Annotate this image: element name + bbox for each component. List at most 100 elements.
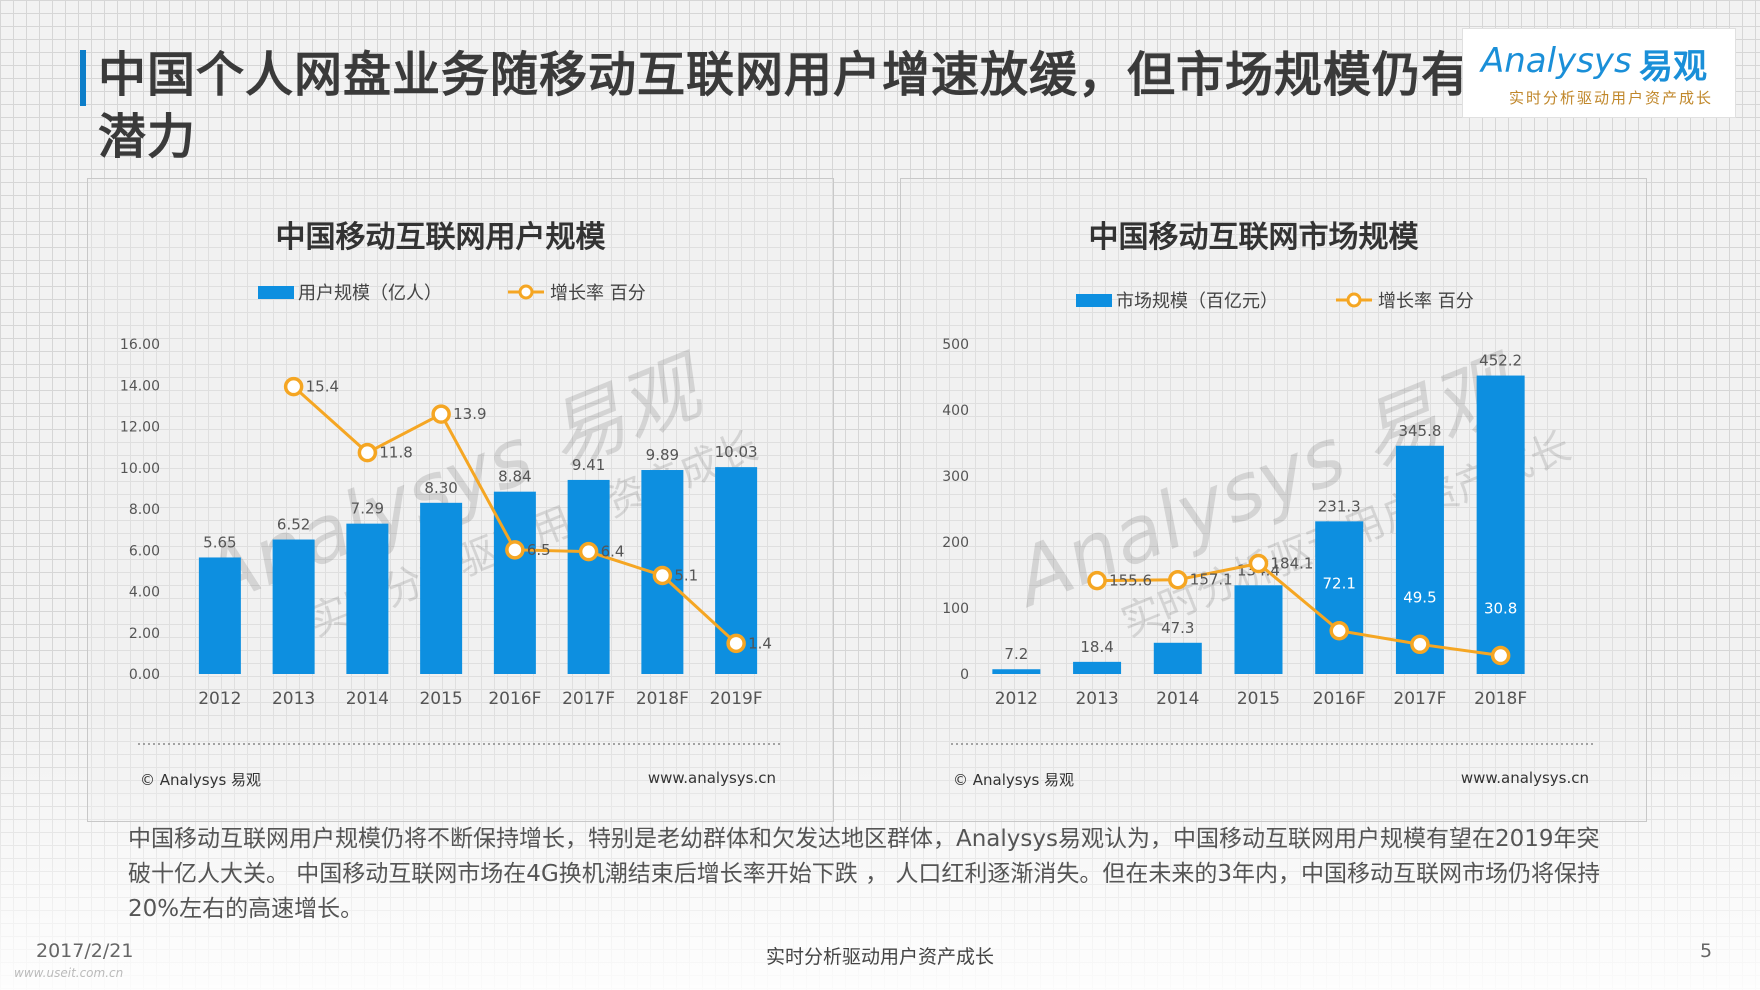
- bar-value-label: 452.2: [1479, 352, 1522, 370]
- bar-value-label: 5.65: [203, 533, 236, 551]
- line-value-label: 72.1: [1323, 575, 1356, 593]
- bar-value-label: 18.4: [1080, 638, 1113, 656]
- line-point: [1087, 570, 1107, 591]
- line-value-label: 6.4: [601, 543, 625, 561]
- line-point: [283, 376, 304, 397]
- line-value-label: 49.5: [1403, 588, 1436, 606]
- user-scale-chart-panel: Analysys 易观实时分析驱动用户资产成长中国移动互联网用户规模用户规模（亿…: [87, 178, 834, 822]
- y-tick-label: 0: [960, 667, 969, 683]
- x-tick-label: 2015: [419, 689, 462, 709]
- page-title: 中国个人网盘业务随移动互联网用户增速放缓，但市场规模仍有潜力: [98, 47, 1471, 165]
- line-value-label: 184.1: [1271, 555, 1314, 573]
- bar: [567, 479, 610, 674]
- y-tick-label: 2.00: [129, 626, 160, 642]
- chart-title: 中国移动互联网用户规模: [276, 220, 606, 255]
- y-tick-label: 16.00: [120, 337, 160, 353]
- bar: [272, 539, 315, 674]
- bar-value-label: 7.2: [1004, 645, 1028, 663]
- panel-website: www.analysys.cn: [648, 769, 776, 787]
- line-point: [578, 541, 599, 562]
- footer-date: 2017/2/21: [36, 940, 134, 962]
- line-value-label: 30.8: [1484, 600, 1517, 618]
- logo-slogan: 实时分析驱动用户资产成长: [1509, 89, 1714, 107]
- bar-value-label: 345.8: [1398, 422, 1441, 440]
- x-tick-label: 2018F: [636, 689, 689, 709]
- line-point: [652, 565, 673, 586]
- x-tick-label: 2017F: [562, 689, 615, 709]
- footer-slogan: 实时分析驱动用户资产成长: [765, 946, 994, 968]
- bar-value-label: 47.3: [1161, 619, 1194, 637]
- line-value-label: 11.8: [379, 444, 412, 462]
- line-point: [505, 540, 525, 560]
- y-tick-label: 100: [942, 601, 969, 617]
- x-tick-label: 2013: [1075, 689, 1118, 709]
- legend-bar-swatch: [258, 286, 294, 299]
- bar-value-label: 10.03: [715, 443, 758, 461]
- y-tick-label: 200: [942, 535, 969, 551]
- bar: [420, 502, 463, 674]
- growth-line: [1097, 561, 1501, 658]
- bar-value-label: 9.89: [646, 446, 679, 464]
- y-tick-label: 400: [942, 403, 969, 419]
- y-tick-label: 12.00: [120, 420, 160, 436]
- y-tick-label: 300: [942, 469, 969, 485]
- line-point: [1168, 569, 1188, 590]
- line-value-label: 157.1: [1190, 571, 1233, 589]
- line-value-label: 13.9: [453, 405, 486, 423]
- logo-text: Analysys: [1481, 41, 1632, 81]
- analysys-logo: Analysys 易观 实时分析驱动用户资产成长: [1462, 28, 1736, 118]
- panel-copyright: © Analysys 易观: [953, 771, 1074, 789]
- x-tick-label: 2012: [198, 689, 241, 709]
- x-tick-label: 2014: [346, 689, 389, 709]
- x-tick-label: 2014: [1156, 689, 1199, 709]
- market-scale-chart: Analysys 易观实时分析驱动用户资产成长中国移动互联网市场规模市场规模（百…: [942, 220, 1596, 789]
- y-tick-label: 10.00: [120, 461, 160, 477]
- x-tick-label: 2017F: [1393, 689, 1446, 709]
- legend-line-marker: [1346, 292, 1362, 308]
- bar: [493, 491, 536, 674]
- line-value-label: 1.4: [748, 634, 772, 652]
- line-point: [1248, 553, 1269, 574]
- x-tick-label: 2015: [1237, 689, 1280, 709]
- panel-website: www.analysys.cn: [1461, 769, 1589, 787]
- user-scale-chart: Analysys 易观实时分析驱动用户资产成长中国移动互联网用户规模用户规模（亿…: [120, 220, 783, 789]
- legend-line-marker: [518, 284, 534, 300]
- bar: [1476, 375, 1525, 674]
- line-value-label: 15.4: [306, 378, 339, 396]
- bar: [198, 557, 241, 674]
- legend-bar-label: 用户规模（亿人）: [298, 283, 442, 304]
- bar-value-label: 7.29: [351, 500, 384, 518]
- y-tick-label: 4.00: [129, 585, 160, 601]
- y-tick-label: 500: [942, 337, 969, 353]
- panel-copyright: © Analysys 易观: [140, 771, 261, 789]
- line-point: [1410, 634, 1430, 655]
- line-point: [726, 633, 746, 654]
- bar-value-label: 9.41: [572, 456, 605, 474]
- bar-value-label: 231.3: [1318, 497, 1361, 515]
- line-value-label: 5.1: [674, 567, 698, 585]
- title-accent-bar: [80, 50, 86, 106]
- y-tick-label: 0.00: [129, 667, 160, 683]
- chart-title: 中国移动互联网市场规模: [1089, 220, 1419, 255]
- x-tick-label: 2018F: [1474, 689, 1527, 709]
- line-point: [1490, 645, 1511, 666]
- bar: [1315, 521, 1364, 674]
- source-url: www.useit.com.cn: [14, 966, 124, 980]
- line-value-label: 155.6: [1109, 572, 1152, 590]
- legend-line-label: 增长率 百分: [550, 283, 646, 304]
- bar: [1153, 642, 1202, 674]
- x-tick-label: 2016F: [488, 689, 541, 709]
- bar: [1234, 585, 1283, 674]
- y-tick-label: 14.00: [120, 378, 160, 394]
- summary-paragraph: 中国移动互联网用户规模仍将不断保持增长，特别是老幼群体和欠发达地区群体，Anal…: [128, 826, 1601, 922]
- bar: [992, 669, 1041, 674]
- legend-bar-swatch: [1076, 294, 1112, 307]
- page-number: 5: [1700, 940, 1713, 962]
- x-tick-label: 2012: [995, 689, 1038, 709]
- legend-line-label: 增长率 百分: [1378, 291, 1474, 312]
- legend-bar-label: 市场规模（百亿元）: [1116, 291, 1278, 312]
- line-point: [357, 442, 378, 463]
- bar: [346, 523, 389, 674]
- bar-value-label: 8.84: [498, 468, 531, 486]
- y-tick-label: 8.00: [129, 502, 160, 518]
